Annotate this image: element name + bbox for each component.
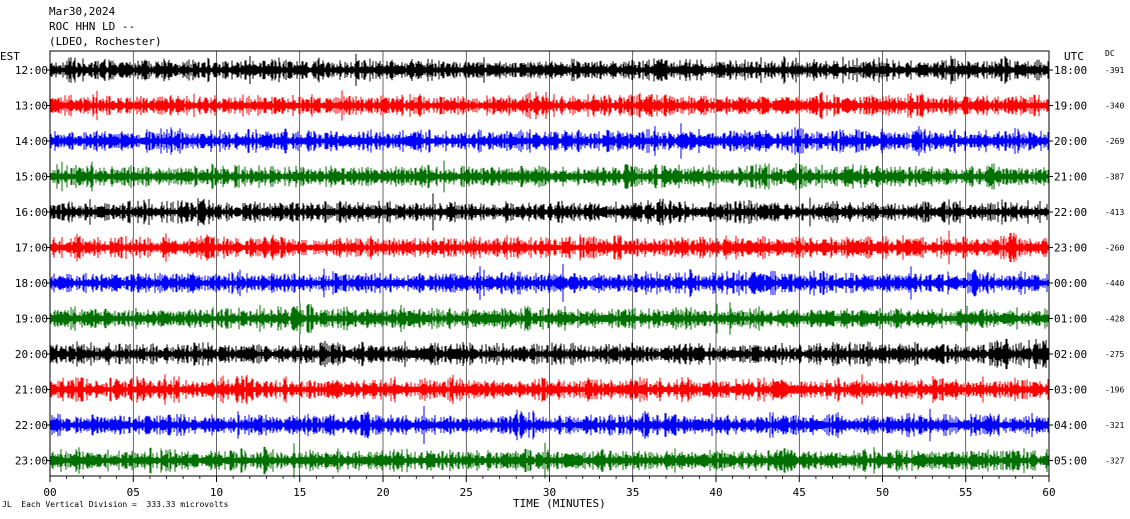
x-tick-label: 20 (376, 486, 389, 499)
est-tick-label: 17:00 (15, 242, 48, 255)
x-axis-title: TIME (MINUTES) (513, 497, 606, 510)
dc-offset-label: -391 (1105, 66, 1124, 75)
plot-axes: 12:00 18:00 -391 13:00 19:00 -340 14:00 20:00 -2… (15, 50, 1124, 499)
dc-axis-label: DC (1105, 49, 1115, 58)
dc-offset-label: -196 (1105, 386, 1124, 395)
est-tick-label: 19:00 (15, 313, 48, 326)
x-tick-label: 55 (959, 486, 972, 499)
footer-mark: JL (2, 500, 12, 509)
dc-offset-label: -327 (1105, 457, 1124, 466)
est-tick-label: 21:00 (15, 384, 48, 397)
dc-offset-label: -387 (1105, 173, 1124, 182)
scale-note-text: Each Vertical Division = 333.33 microvol… (21, 500, 229, 509)
utc-tick-label: 23:00 (1054, 242, 1087, 255)
scale-note: JL Each Vertical Division = 333.33 micro… (2, 500, 228, 509)
x-tick-label: 15 (293, 486, 306, 499)
network-label: (LDEO, Rochester) (49, 35, 162, 48)
dc-offset-label: -269 (1105, 137, 1124, 146)
est-tick-label: 16:00 (15, 206, 48, 219)
dc-offset-label: -260 (1105, 244, 1124, 253)
utc-tick-label: 02:00 (1054, 348, 1087, 361)
dc-offset-label: -440 (1105, 279, 1124, 288)
est-tick-label: 20:00 (15, 348, 48, 361)
x-tick-label: 30 (543, 486, 556, 499)
dc-offset-label: -275 (1105, 350, 1124, 359)
utc-tick-label: 20:00 (1054, 135, 1087, 148)
x-tick-label: 00 (43, 486, 56, 499)
est-tick-label: 14:00 (15, 135, 48, 148)
utc-tick-label: 00:00 (1054, 277, 1087, 290)
utc-tick-label: 01:00 (1054, 313, 1087, 326)
x-tick-label: 25 (460, 486, 473, 499)
date-label: Mar30,2024 (49, 5, 116, 18)
est-axis-label: EST (0, 50, 20, 63)
x-tick-label: 50 (876, 486, 889, 499)
station-label: ROC HHN LD -- (49, 20, 136, 33)
utc-tick-label: 03:00 (1054, 384, 1087, 397)
plot-grid (49, 51, 1050, 476)
est-tick-label: 23:00 (15, 455, 48, 468)
est-tick-label: 12:00 (15, 64, 48, 77)
x-tick-label: 60 (1042, 486, 1055, 499)
utc-tick-label: 04:00 (1054, 419, 1087, 432)
utc-tick-label: 18:00 (1054, 64, 1087, 77)
dc-offset-label: -321 (1105, 421, 1124, 430)
dc-offset-label: -413 (1105, 208, 1124, 217)
est-tick-label: 13:00 (15, 100, 48, 113)
dc-offset-label: -340 (1105, 102, 1124, 111)
est-tick-label: 18:00 (15, 277, 48, 290)
x-tick-label: 05 (127, 486, 140, 499)
utc-tick-label: 05:00 (1054, 455, 1087, 468)
dc-offset-label: -428 (1105, 315, 1124, 324)
utc-tick-label: 21:00 (1054, 171, 1087, 184)
seismic-traces (49, 54, 1050, 479)
x-tick-label: 45 (793, 486, 806, 499)
utc-axis-label: UTC (1064, 50, 1084, 63)
x-tick-label: 35 (626, 486, 639, 499)
x-tick-label: 10 (210, 486, 223, 499)
est-tick-label: 22:00 (15, 419, 48, 432)
utc-tick-label: 22:00 (1054, 206, 1087, 219)
utc-tick-label: 19:00 (1054, 100, 1087, 113)
est-tick-label: 15:00 (15, 171, 48, 184)
x-tick-label: 40 (709, 486, 722, 499)
